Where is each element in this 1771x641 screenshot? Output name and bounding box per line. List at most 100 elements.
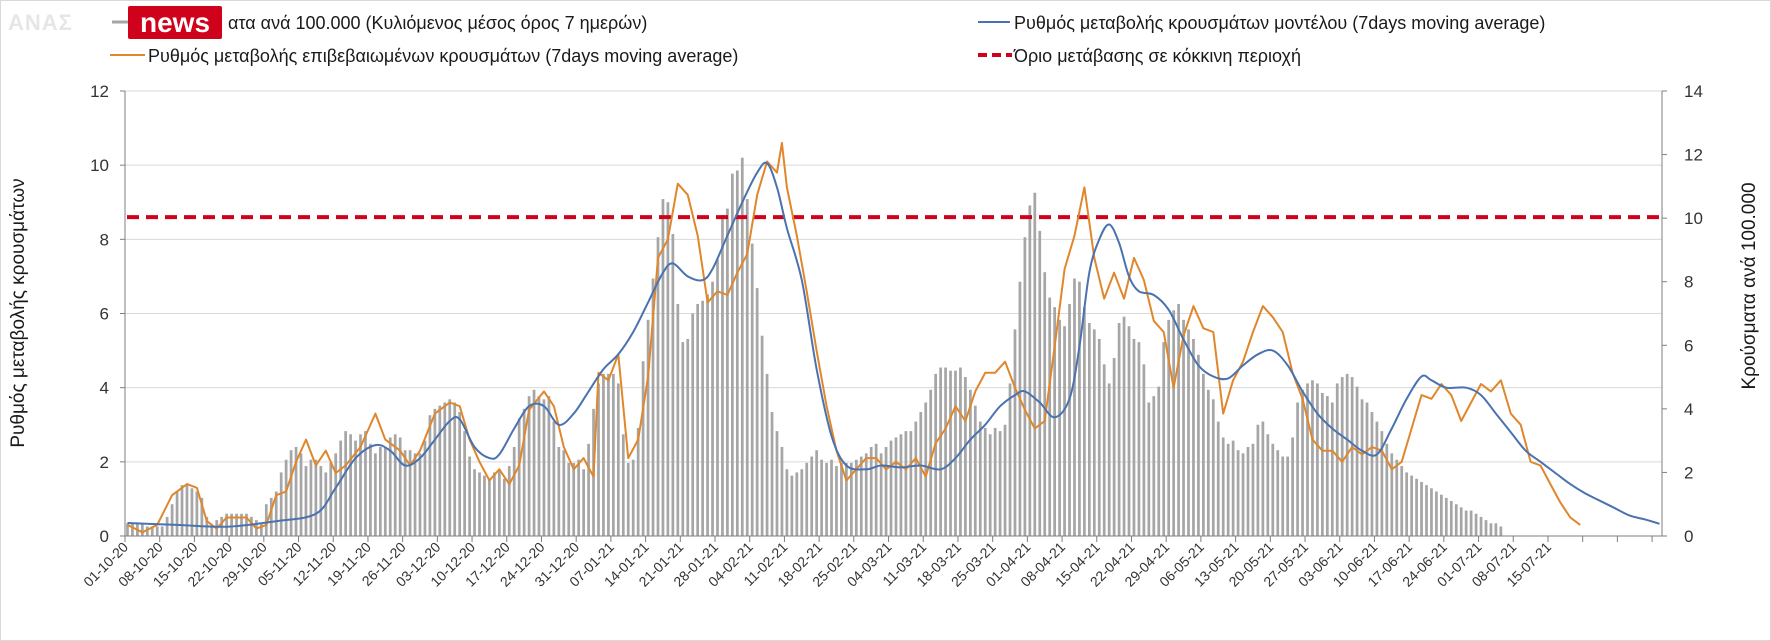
bar [468,456,471,536]
bar [1102,364,1106,536]
bar [1117,323,1121,536]
bar [557,447,561,536]
bar [1454,504,1458,536]
model-rate-line [127,161,1660,528]
bar [983,427,987,536]
legend-confirmed-label: Ρυθμός μεταβολής επιβεβαιωμένων κρουσμάτ… [148,46,738,66]
y-left-tick-label: 6 [100,305,109,324]
bar [661,199,665,536]
bar [1162,342,1166,536]
bar [1330,402,1334,536]
bar [165,516,169,536]
bar [1197,354,1200,536]
bar [185,485,189,536]
bar [393,434,397,536]
bar [448,399,452,536]
y-left-tick-label: 2 [100,453,109,472]
bar [1073,278,1076,536]
bar [735,170,739,536]
bar [1206,389,1210,536]
bar [542,399,546,536]
bar [1400,466,1404,536]
bar [949,370,952,536]
bar [1395,459,1399,536]
bar [914,421,918,536]
bar [1291,437,1294,536]
bar [488,478,491,536]
bar [250,516,253,536]
bar [235,513,238,536]
gridlines [125,90,1662,463]
bar [909,431,913,536]
bar [269,497,273,536]
bar [1306,383,1309,536]
bar [1286,456,1290,536]
bar [339,440,343,536]
bar [1355,386,1359,536]
bar [1038,230,1042,537]
bar [354,440,357,536]
bar [428,415,432,536]
bar [973,405,977,536]
bar [1003,424,1007,536]
bar [1281,456,1285,536]
bar [418,453,422,536]
bar [230,513,233,536]
bar [145,526,149,536]
bar [1172,310,1175,536]
bar [1370,412,1374,536]
bar [562,450,566,536]
bar [1043,272,1047,536]
bar [512,447,516,536]
bar [636,427,640,536]
bar [1420,481,1423,536]
bar [1390,453,1394,536]
bar [1107,383,1111,536]
bar [884,447,888,536]
bar [304,466,308,536]
bar [711,281,714,536]
bar [671,234,675,537]
logo-prefix: ΑΝΑΣ [8,10,73,35]
bar [988,434,992,536]
y-left-tick-label: 4 [100,379,109,398]
bar [1276,450,1280,536]
bar [1058,319,1061,536]
bar [587,443,590,536]
bar [1068,303,1071,536]
bar [319,466,323,536]
bar [473,469,476,536]
bar [899,434,903,536]
bar [1008,383,1012,536]
bar [567,462,571,536]
bar [993,427,997,536]
bar [1435,491,1438,536]
bar [180,485,184,536]
bar [1350,377,1354,536]
line-series [127,141,1662,534]
bar [349,434,352,536]
bar [651,278,655,536]
bar [131,523,134,536]
y-left-tick-label: 0 [100,527,109,546]
bar [552,421,556,536]
bar [954,370,957,536]
bar [517,418,521,536]
bar [1018,281,1022,536]
bar [1182,319,1185,536]
bar [160,526,164,536]
bar [731,173,734,536]
bar [686,338,690,536]
bar [1360,399,1364,536]
y-right-tick-label: 4 [1684,400,1693,419]
bar [721,214,724,536]
bar [919,412,923,536]
bar [264,504,268,536]
bar [314,459,318,536]
y-right-tick-label: 8 [1684,273,1693,292]
bar [1023,237,1027,536]
bar [423,440,427,536]
bar [478,472,481,536]
bar [1440,494,1443,536]
